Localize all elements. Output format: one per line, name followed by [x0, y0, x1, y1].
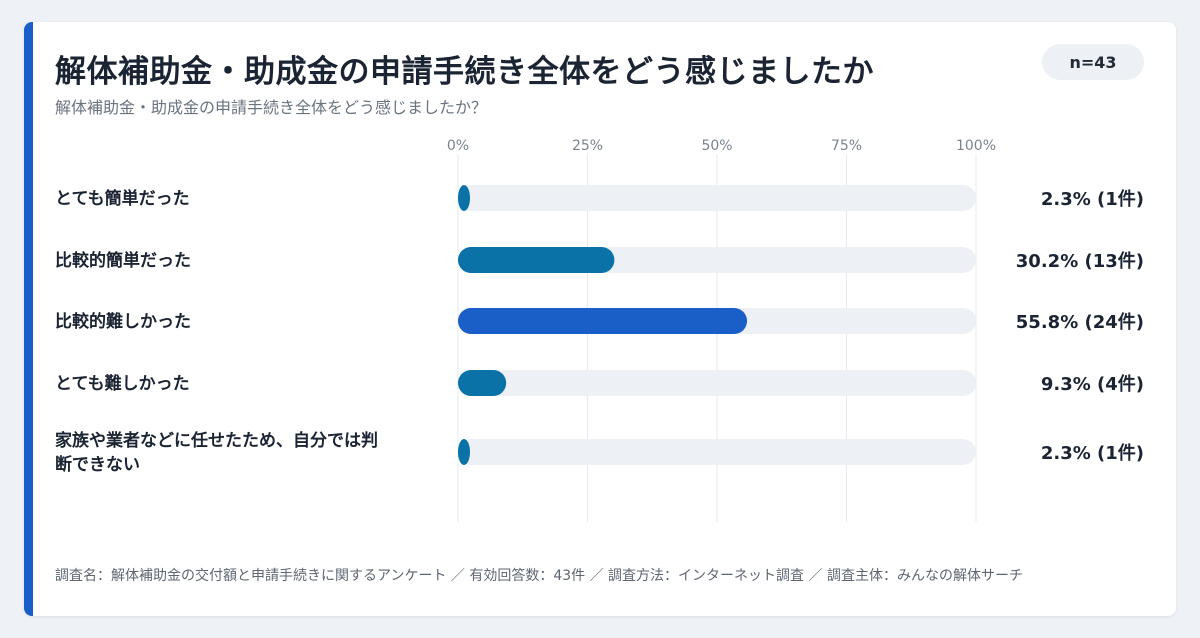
- bar: [458, 370, 507, 396]
- category-label: 比較的難しかった: [55, 311, 191, 332]
- survey-card: 解体補助金・助成金の申請手続き全体をどう感じましたか 解体補助金・助成金の申請手…: [24, 22, 1176, 616]
- bar: [458, 247, 615, 273]
- accent-stripe: [24, 22, 33, 616]
- bar: [458, 185, 470, 211]
- bar: [458, 439, 470, 465]
- chart-subtitle: 解体補助金・助成金の申請手続き全体をどう感じましたか？: [55, 98, 488, 117]
- value-label: 55.8% (24件): [1016, 311, 1144, 333]
- category-label: 家族や業者などに任せたため、自分では判: [55, 430, 378, 451]
- value-label: 2.3% (1件): [1041, 188, 1144, 210]
- bar: [458, 308, 748, 334]
- category-label: とても簡単だった: [55, 188, 190, 209]
- chart-title: 解体補助金・助成金の申請手続き全体をどう感じましたか: [55, 54, 874, 90]
- category-label: とても難しかった: [55, 373, 190, 394]
- bar-track: [458, 185, 976, 211]
- value-label: 2.3% (1件): [1041, 442, 1144, 464]
- x-tick-label: 75%: [831, 138, 862, 154]
- category-label: 断できない: [55, 454, 140, 475]
- survey-footnote: 調査名：解体補助金の交付額と申請手続きに関するアンケート ／ 有効回答数：43件…: [55, 568, 1023, 584]
- x-tick-label: 100%: [956, 138, 996, 154]
- value-label: 9.3% (4件): [1041, 373, 1144, 395]
- category-label: 比較的簡単だった: [55, 250, 191, 271]
- x-tick-label: 25%: [572, 138, 603, 154]
- x-tick-label: 0%: [447, 138, 469, 154]
- bar-track: [458, 370, 976, 396]
- sample-size-badge: n=43: [1042, 44, 1144, 80]
- bar-track: [458, 439, 976, 465]
- bar-chart: 0% 25% 50% 75% 100% とても簡単だった 2.3% (1件) 比較的簡単だった…: [55, 138, 1144, 522]
- value-label: 30.2% (13件): [1016, 250, 1144, 272]
- x-tick-label: 50%: [701, 138, 732, 154]
